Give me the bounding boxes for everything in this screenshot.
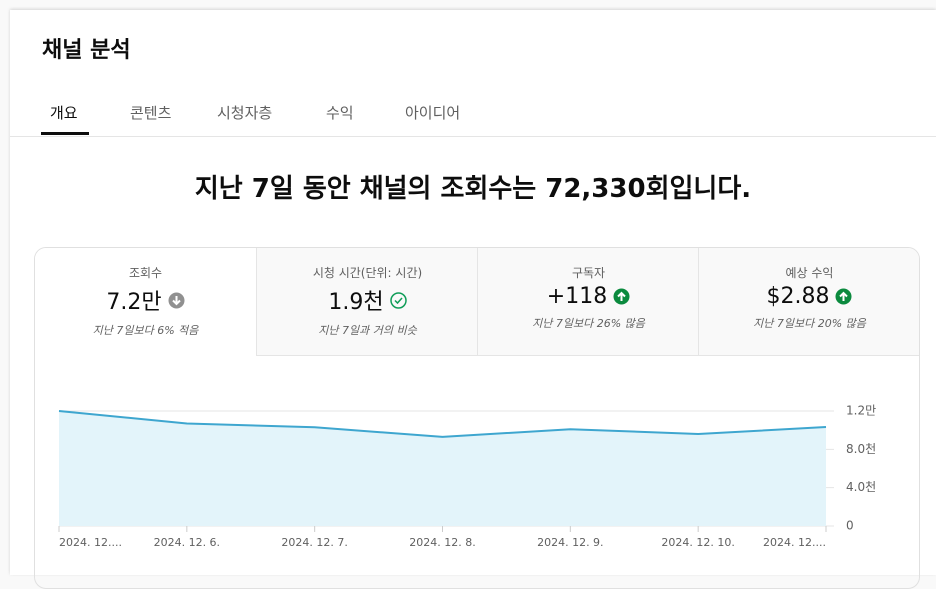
down-icon [168,292,185,308]
studio-page: 채널 분석 개요 콘텐츠 시청자층 수익 아이디어 지난 7일 동안 채널의 조… [10,10,936,589]
y-tick-label: 4.0천 [846,479,876,494]
metric-row: $2.88 [699,284,919,309]
tab[interactable]: 아이디어 [405,104,461,122]
metric-value: 7.2만 [106,290,162,315]
tab[interactable]: 개요 [50,104,78,122]
tab[interactable]: 콘텐츠 [130,104,172,122]
analytics-panel: 채널 분석 개요 콘텐츠 시청자층 수익 아이디어 지난 7일 동안 채널의 조… [10,10,936,589]
metric-row: 1.9천 [257,284,478,316]
metric-value: $2.88 [766,284,830,309]
metric-label: 조회수 [128,266,163,280]
area-fill [59,411,826,526]
metric-change: 지난 7일보다 6% 적음 [92,324,199,337]
page: 채널 분석 {"header": {"title": "채널 분석"}, "ta… [10,10,936,589]
metric-change: 지난 7일보다 20% 많음 [753,317,866,330]
tab[interactable]: 수익 [326,104,354,122]
up-icon [613,288,630,305]
page-title: 채널 분석 [42,38,131,63]
tab[interactable]: 시청자층 [217,104,273,122]
up-icon [835,288,852,305]
x-tick-label: 2024. 12.... [59,536,122,549]
metric-card[interactable]: 시청 시간(단위: 시간) 1.9천 지난 7일과 거의 비슷 [256,248,478,356]
metrics-box: 조회수 7.2만 지난 7일보다 6% 적음 시청 시간(단위: 시간) 1.9… [34,247,920,589]
metric-value: +118 [546,284,608,309]
x-tick-label: 2024. 12. 6. [154,536,220,549]
metric-card[interactable]: 예상 수익 $2.88 지난 7일보다 20% 많음 [698,248,919,356]
x-tick-label: 2024. 12. 10. [661,536,734,549]
x-tick-label: 2024. 12. 9. [537,536,603,549]
metric-card[interactable]: 조회수 7.2만 지난 7일보다 6% 적음 [35,248,256,355]
check-icon [389,291,407,309]
metric-label: 예상 수익 [785,266,834,280]
chart: 0 4.0천 8.0천 1.2만 2024. 12.... 2024. 12. 6. 202… [58,404,876,549]
metric-card[interactable]: 구독자 +118 지난 7일보다 26% 많음 [477,248,699,356]
tab-bar: 개요 콘텐츠 시청자층 수익 아이디어 [10,96,936,137]
metric-row: 7.2만 [35,284,256,316]
x-tick-label: 2024. 12. 7. [281,536,347,549]
metric-label: 구독자 [571,266,606,280]
y-tick-label: 8.0천 [846,441,876,456]
metric-row: +118 [478,284,699,309]
line [58,410,827,438]
metric-change: 지난 7일보다 26% 많음 [532,317,645,330]
y-tick-label: 1.2만 [846,404,876,418]
headline: 지난 7일 동안 채널의 조회수는 72,330회입니다. [194,174,752,204]
y-tick-label: 0 [846,519,854,533]
metric-label: 시청 시간(단위: 시간) [312,266,423,280]
active-tab-indicator [41,132,89,135]
x-tick-label: 2024. 12. 8. [409,536,475,549]
metric-change: 지난 7일과 거의 비슷 [318,324,417,337]
metric-value: 1.9천 [328,290,384,315]
x-tick-label: 2024. 12.... [763,536,826,549]
